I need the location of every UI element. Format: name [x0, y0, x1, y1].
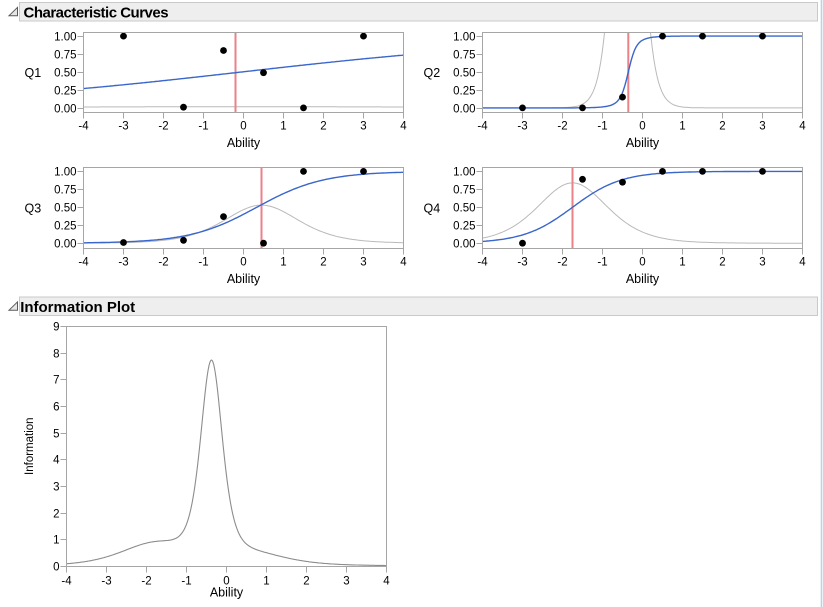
svg-text:0.50: 0.50 — [54, 203, 76, 215]
svg-text:-3: -3 — [118, 257, 128, 269]
svg-text:-1: -1 — [198, 121, 208, 133]
svg-text:7: 7 — [53, 375, 59, 387]
svg-text:-4: -4 — [477, 121, 488, 133]
svg-text:Q2: Q2 — [424, 66, 441, 80]
svg-text:0.00: 0.00 — [453, 239, 475, 251]
svg-text:-4: -4 — [78, 121, 89, 133]
svg-text:2: 2 — [303, 576, 309, 588]
svg-text:Ability: Ability — [227, 272, 261, 286]
svg-text:-4: -4 — [78, 257, 89, 269]
svg-text:2: 2 — [320, 121, 326, 133]
svg-text:4: 4 — [799, 121, 806, 133]
svg-text:-3: -3 — [101, 576, 111, 588]
svg-text:3: 3 — [759, 257, 765, 269]
svg-text:0.50: 0.50 — [54, 68, 76, 80]
svg-text:0: 0 — [223, 576, 229, 588]
svg-text:0.25: 0.25 — [453, 86, 475, 98]
svg-text:Ability: Ability — [626, 136, 660, 150]
svg-text:9: 9 — [53, 322, 59, 334]
svg-text:-2: -2 — [158, 121, 168, 133]
svg-text:0.50: 0.50 — [453, 68, 475, 80]
svg-text:Q1: Q1 — [25, 66, 42, 80]
svg-text:1: 1 — [280, 121, 286, 133]
svg-text:0.25: 0.25 — [54, 86, 76, 98]
svg-text:3: 3 — [360, 257, 366, 269]
svg-text:-1: -1 — [181, 576, 191, 588]
svg-text:0: 0 — [53, 562, 59, 574]
svg-text:0.50: 0.50 — [453, 203, 475, 215]
svg-text:3: 3 — [759, 121, 765, 133]
svg-text:1: 1 — [263, 576, 269, 588]
svg-text:-1: -1 — [597, 257, 607, 269]
svg-text:1: 1 — [679, 257, 685, 269]
svg-text:2: 2 — [719, 121, 725, 133]
svg-text:0.00: 0.00 — [453, 104, 475, 116]
svg-text:0.75: 0.75 — [54, 185, 76, 197]
svg-text:0.25: 0.25 — [54, 221, 76, 233]
svg-text:Q4: Q4 — [424, 201, 441, 215]
svg-text:0.00: 0.00 — [54, 239, 76, 251]
svg-text:4: 4 — [799, 257, 806, 269]
svg-text:4: 4 — [53, 455, 60, 467]
svg-text:Information Plot: Information Plot — [20, 299, 135, 316]
svg-text:Ability: Ability — [210, 585, 244, 599]
svg-text:2: 2 — [53, 509, 59, 521]
svg-text:-4: -4 — [477, 257, 488, 269]
svg-text:-2: -2 — [557, 121, 567, 133]
svg-text:4: 4 — [400, 257, 407, 269]
svg-text:0: 0 — [639, 257, 645, 269]
svg-text:3: 3 — [343, 576, 349, 588]
svg-text:3: 3 — [53, 482, 59, 494]
svg-text:3: 3 — [360, 121, 366, 133]
svg-text:Information: Information — [24, 417, 36, 475]
svg-text:5: 5 — [53, 429, 59, 441]
svg-text:0.25: 0.25 — [453, 221, 475, 233]
svg-text:1: 1 — [679, 121, 685, 133]
svg-text:8: 8 — [53, 349, 59, 361]
svg-text:-3: -3 — [517, 121, 527, 133]
svg-text:2: 2 — [719, 257, 725, 269]
svg-text:-1: -1 — [597, 121, 607, 133]
svg-text:1.00: 1.00 — [453, 32, 475, 44]
svg-text:Characteristic Curves: Characteristic Curves — [24, 4, 169, 21]
svg-text:Ability: Ability — [227, 136, 261, 150]
svg-text:0: 0 — [240, 121, 246, 133]
svg-text:4: 4 — [383, 576, 390, 588]
svg-text:Ability: Ability — [626, 272, 660, 286]
svg-text:-2: -2 — [141, 576, 151, 588]
svg-text:1.00: 1.00 — [54, 167, 76, 179]
svg-text:1: 1 — [53, 535, 59, 547]
svg-text:0.00: 0.00 — [54, 104, 76, 116]
svg-text:1.00: 1.00 — [453, 167, 475, 179]
svg-text:1: 1 — [280, 257, 286, 269]
svg-text:4: 4 — [400, 121, 407, 133]
svg-text:0: 0 — [639, 121, 645, 133]
svg-text:6: 6 — [53, 402, 59, 414]
svg-text:0.75: 0.75 — [453, 185, 475, 197]
svg-text:2: 2 — [320, 257, 326, 269]
svg-text:-3: -3 — [517, 257, 527, 269]
svg-text:0.75: 0.75 — [453, 50, 475, 62]
svg-text:-3: -3 — [118, 121, 128, 133]
svg-text:-2: -2 — [158, 257, 168, 269]
svg-text:1.00: 1.00 — [54, 32, 76, 44]
svg-text:0.75: 0.75 — [54, 50, 76, 62]
svg-text:0: 0 — [240, 257, 246, 269]
svg-text:-1: -1 — [198, 257, 208, 269]
svg-text:-4: -4 — [61, 576, 72, 588]
svg-text:-2: -2 — [557, 257, 567, 269]
svg-text:Q3: Q3 — [25, 201, 42, 215]
